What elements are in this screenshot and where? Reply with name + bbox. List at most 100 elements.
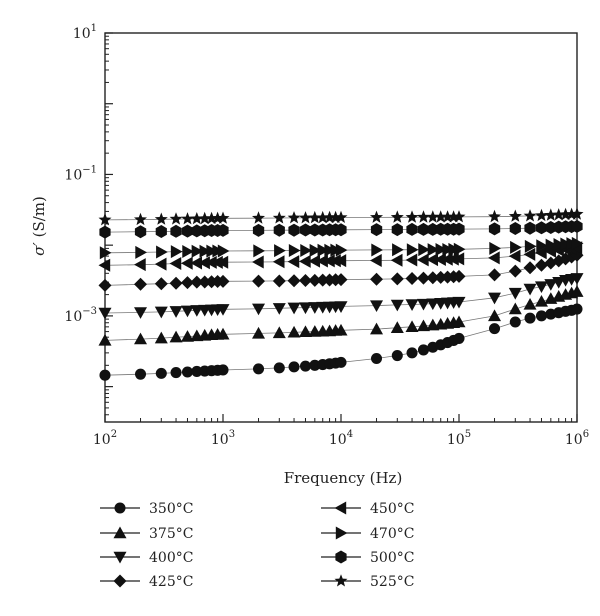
series-lines (104, 213, 578, 376)
data-point (508, 302, 522, 315)
data-point (170, 224, 182, 238)
data-point (323, 210, 337, 224)
data-point (571, 236, 584, 250)
data-point (272, 274, 286, 288)
data-point (370, 322, 384, 335)
data-point (169, 330, 183, 343)
data-point (508, 287, 522, 300)
data-point (508, 264, 522, 278)
data-point (99, 246, 112, 260)
data-point (198, 275, 212, 289)
data-point (329, 210, 343, 224)
legend-label: 450°C (370, 501, 414, 517)
data-point (216, 327, 230, 340)
data-point (370, 352, 383, 364)
y-tick-label: 10−3 (64, 306, 97, 325)
data-point (508, 249, 521, 263)
data-point (308, 210, 322, 224)
data-point (99, 369, 111, 381)
data-point (169, 212, 183, 225)
data-point (391, 350, 403, 362)
data-point (216, 255, 229, 269)
data-point (287, 325, 301, 338)
data-point (523, 261, 537, 275)
data-point (273, 362, 285, 374)
data-point (390, 272, 404, 286)
data-point (134, 307, 148, 319)
data-point (488, 309, 502, 322)
data-point (524, 239, 537, 253)
data-point (273, 223, 285, 237)
legend-item: 350°C (100, 501, 193, 517)
data-point (534, 258, 548, 272)
data-point (182, 244, 194, 258)
data-point (253, 244, 266, 258)
data-point (571, 303, 583, 315)
data-point (524, 221, 536, 235)
x-axis-label: Frequency (Hz) (284, 469, 403, 487)
data-point (334, 323, 348, 336)
x-tick-label: 103 (211, 429, 235, 448)
legend-item: 425°C (100, 574, 193, 590)
data-point (181, 366, 194, 378)
data-point (287, 274, 301, 288)
data-point (416, 253, 429, 267)
data-point (298, 302, 312, 315)
data-point (317, 243, 330, 257)
data-point (252, 303, 266, 316)
data-point (170, 367, 182, 379)
data-point (390, 253, 403, 267)
legend-marker (113, 574, 127, 588)
data-point (534, 294, 548, 307)
data-point (427, 243, 440, 257)
data-point (442, 242, 455, 256)
data-point (316, 210, 330, 224)
data-point (535, 208, 548, 222)
data-point (510, 240, 522, 254)
data-point (426, 253, 439, 267)
y-tick-label: 101 (73, 23, 97, 42)
data-point (211, 211, 225, 224)
data-point (447, 210, 461, 223)
data-point (316, 273, 330, 287)
legend-label: 470°C (370, 526, 414, 542)
data-point (523, 283, 537, 296)
legend-item: 375°C (100, 526, 193, 542)
data-point (134, 332, 148, 345)
data-point (98, 213, 112, 226)
data-point (134, 368, 147, 380)
data-point (288, 244, 301, 258)
data-point (154, 257, 167, 271)
data-point (452, 315, 466, 328)
legend-marker (113, 551, 127, 564)
data-point (308, 273, 322, 287)
data-point (545, 238, 558, 252)
data-point (199, 244, 212, 258)
data-point (309, 243, 322, 257)
data-point (536, 239, 548, 253)
data-point (323, 254, 335, 268)
data-point (169, 257, 182, 271)
data-point (452, 252, 465, 266)
data-point (206, 244, 219, 258)
data-point (452, 296, 466, 309)
data-point (154, 331, 168, 344)
legend: 350°C 375°C 400°C 425°C 450°C 470°C 500°C 525°C (100, 501, 414, 590)
data-point (488, 251, 500, 265)
data-point (390, 321, 404, 333)
data-point (272, 255, 285, 269)
legend-label: 375°C (149, 526, 193, 542)
data-point (452, 210, 466, 223)
data-point (523, 247, 536, 261)
x-tick-label: 104 (329, 429, 353, 448)
data-point (426, 210, 440, 223)
data-point (216, 211, 230, 224)
data-point (452, 269, 466, 283)
data-point (274, 244, 286, 258)
data-point (523, 297, 537, 310)
data-point (316, 254, 328, 268)
data-point (287, 211, 301, 224)
data-point (180, 276, 194, 290)
data-point (154, 277, 168, 291)
data-point (99, 225, 111, 239)
